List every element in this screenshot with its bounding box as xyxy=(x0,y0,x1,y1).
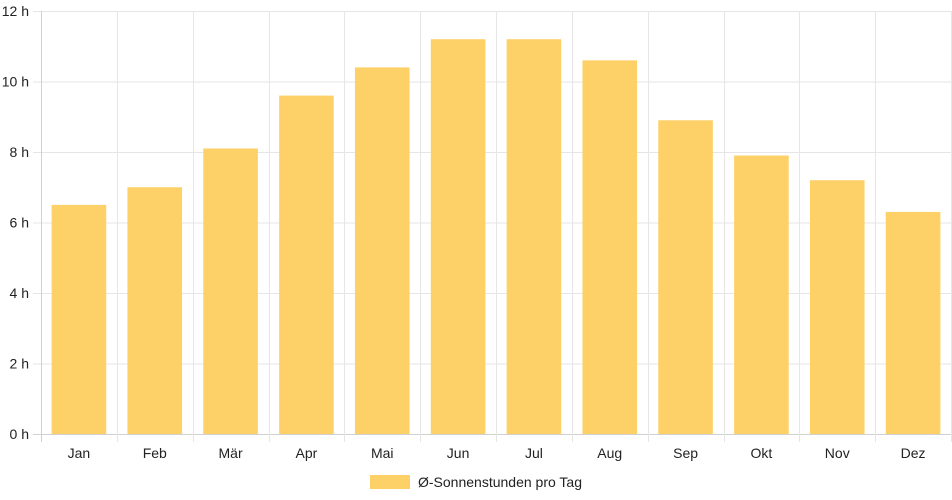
y-tick-label: 8 h xyxy=(10,144,29,160)
y-tick-label: 4 h xyxy=(10,285,29,301)
x-tick-label: Sep xyxy=(673,445,698,461)
bar-aug xyxy=(582,60,638,434)
bar-feb xyxy=(127,187,183,434)
legend: Ø-Sonnenstunden pro Tag xyxy=(0,470,952,494)
x-tick-label: Jan xyxy=(68,445,91,461)
x-tick-label: Mär xyxy=(219,445,243,461)
y-tick-label: 2 h xyxy=(10,356,29,372)
bar-okt xyxy=(734,155,789,434)
y-tick-label: 0 h xyxy=(10,426,29,442)
legend-label: Ø-Sonnenstunden pro Tag xyxy=(418,474,582,490)
x-tick-label: Aug xyxy=(597,445,622,461)
y-tick-label: 6 h xyxy=(10,215,29,231)
x-tick-label: Jun xyxy=(447,445,470,461)
y-tick-label: 10 h xyxy=(2,74,29,90)
y-tick-label: 12 h xyxy=(2,3,29,19)
bar-jul xyxy=(506,39,562,434)
bar-dez xyxy=(885,211,941,434)
bar-nov xyxy=(809,180,865,434)
bar-mär xyxy=(203,148,258,434)
x-tick-label: Okt xyxy=(751,445,773,461)
bar-sep xyxy=(658,120,713,435)
bar-jan xyxy=(51,204,107,434)
x-tick-label: Apr xyxy=(296,445,318,461)
bar-mai xyxy=(354,67,410,435)
x-tick-label: Nov xyxy=(825,445,850,461)
x-tick-label: Mai xyxy=(371,445,394,461)
x-tick-label: Jul xyxy=(525,445,543,461)
bar-apr xyxy=(279,95,334,434)
x-tick-label: Dez xyxy=(901,445,926,461)
bar-jun xyxy=(430,39,486,434)
legend-swatch xyxy=(370,475,410,489)
x-tick-label: Feb xyxy=(143,445,167,461)
